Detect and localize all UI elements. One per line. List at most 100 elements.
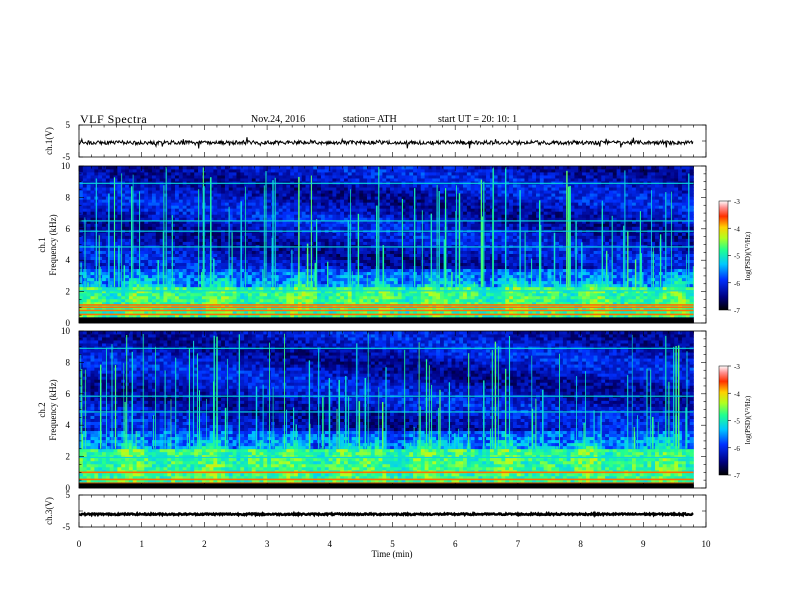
spectrogram-cell: [232, 190, 237, 194]
spectrogram-cell: [90, 295, 95, 300]
spectrogram-cell: [290, 295, 295, 300]
spectrogram-cell: [171, 187, 176, 191]
spectrogram-cell: [251, 205, 257, 209]
spectrogram-cell: [144, 268, 149, 273]
spectrogram-cell: [171, 256, 176, 260]
spectrogram-cell: [259, 196, 264, 200]
spectrogram-cell: [347, 223, 353, 227]
spectrogram-cell: [228, 205, 234, 209]
spectrogram-cell: [274, 223, 280, 227]
spectrogram-cell: [109, 310, 114, 315]
spectrogram-cell: [267, 253, 272, 257]
spectrogram-cell: [294, 268, 299, 273]
spectrogram-cell: [236, 190, 241, 194]
spectrogram-cell: [355, 292, 360, 297]
spectrogram-cell: [370, 175, 376, 179]
spectrogram-cell: [393, 172, 399, 176]
spectrogram-cell: [190, 283, 195, 288]
spectrogram-cell: [351, 268, 356, 273]
spectrogram-cell: [309, 166, 314, 170]
spectrogram-cell: [286, 169, 291, 173]
spectrogram-cell: [363, 286, 368, 291]
spectrogram-cell: [125, 193, 130, 197]
spectrogram-cell: [424, 226, 429, 230]
spectrogram-cell: [98, 250, 103, 254]
spectrogram-cell: [186, 190, 191, 194]
spectrogram-cell: [94, 169, 99, 173]
spectrogram-cell: [121, 250, 126, 254]
spectrogram-cell: [251, 208, 257, 212]
spectrogram-cell: [424, 190, 429, 194]
spectrogram-cell: [416, 190, 422, 194]
spectrogram-cell: [378, 265, 383, 270]
spectrogram-cell: [424, 187, 429, 191]
spectrogram-cell: [205, 310, 210, 315]
spectrogram-cell: [217, 214, 222, 218]
spectrogram-cell: [420, 295, 426, 300]
spectrogram-cell: [401, 271, 406, 276]
spectrogram-cell: [378, 190, 383, 194]
spectrogram-cell: [286, 298, 291, 303]
spectrogram-cell: [194, 286, 199, 291]
spectrogram-cell: [163, 169, 168, 173]
spectrogram-cell: [390, 277, 395, 282]
spectrogram-cell: [382, 259, 387, 264]
spectrogram-cell: [140, 256, 145, 260]
spectrogram-cell: [213, 265, 218, 270]
spectrogram-cell: [336, 298, 341, 303]
spectrogram-cell: [409, 178, 414, 182]
spectrogram-cell: [98, 226, 103, 230]
spectrogram-cell: [182, 226, 187, 230]
spectrogram-cell: [151, 295, 157, 300]
spectrogram-cell: [121, 259, 126, 264]
spectrogram-cell: [409, 301, 414, 306]
spectrogram-cell: [332, 217, 337, 221]
spectrogram-cell: [317, 172, 322, 176]
spectrogram-cell: [221, 301, 226, 306]
spectrogram-cell: [278, 301, 283, 306]
spectrogram-cell: [294, 274, 299, 279]
spectrogram-cell: [317, 253, 322, 257]
spectrogram-cell: [355, 214, 360, 218]
spectrogram-cell: [194, 178, 199, 182]
spectrogram-cell: [320, 274, 326, 279]
spectrogram-cell: [259, 271, 264, 276]
spectrogram-cell: [144, 172, 149, 176]
spectrogram-cell: [86, 226, 91, 230]
spectrogram-cell: [401, 295, 406, 300]
spectrogram-cell: [163, 238, 168, 242]
spectrogram-cell: [159, 172, 164, 176]
spectrogram-cell: [86, 250, 91, 254]
spectrogram-cell: [393, 292, 399, 297]
spectrogram-cell: [113, 190, 118, 194]
spectrogram-cell: [401, 253, 406, 257]
spectrogram-cell: [190, 202, 195, 206]
spectrogram-cell: [178, 301, 184, 306]
spectrogram-cell: [121, 310, 126, 315]
spectrogram-cell: [432, 193, 437, 197]
spectrogram-cell: [355, 244, 360, 248]
spectrogram-cell: [175, 220, 180, 224]
spectrogram-cell: [236, 187, 241, 191]
spectrogram-cell: [194, 313, 199, 318]
spectrogram-cell: [205, 244, 210, 248]
spectrogram-cell: [274, 280, 280, 285]
spectrogram-cell: [190, 262, 195, 267]
spectrogram-cell: [282, 256, 287, 260]
spectrogram-cell: [428, 265, 433, 270]
spectrogram-cell: [432, 211, 437, 215]
spectrogram-cell: [309, 295, 314, 300]
spectrogram-cell: [267, 217, 272, 221]
spectrogram-cell: [420, 298, 426, 303]
spectrogram-cell: [286, 310, 291, 315]
spectrogram-cell: [102, 193, 107, 197]
spectrogram-cell: [213, 253, 218, 257]
spectrogram-cell: [221, 310, 226, 315]
spectrogram-cell: [221, 196, 226, 200]
spectrogram-cell: [332, 268, 337, 273]
spectrogram-cell: [428, 226, 433, 230]
spectrogram-cell: [313, 310, 318, 315]
spectrogram-cell: [351, 184, 356, 188]
spectrogram-cell: [155, 175, 161, 179]
spectrogram-cell: [79, 301, 84, 306]
